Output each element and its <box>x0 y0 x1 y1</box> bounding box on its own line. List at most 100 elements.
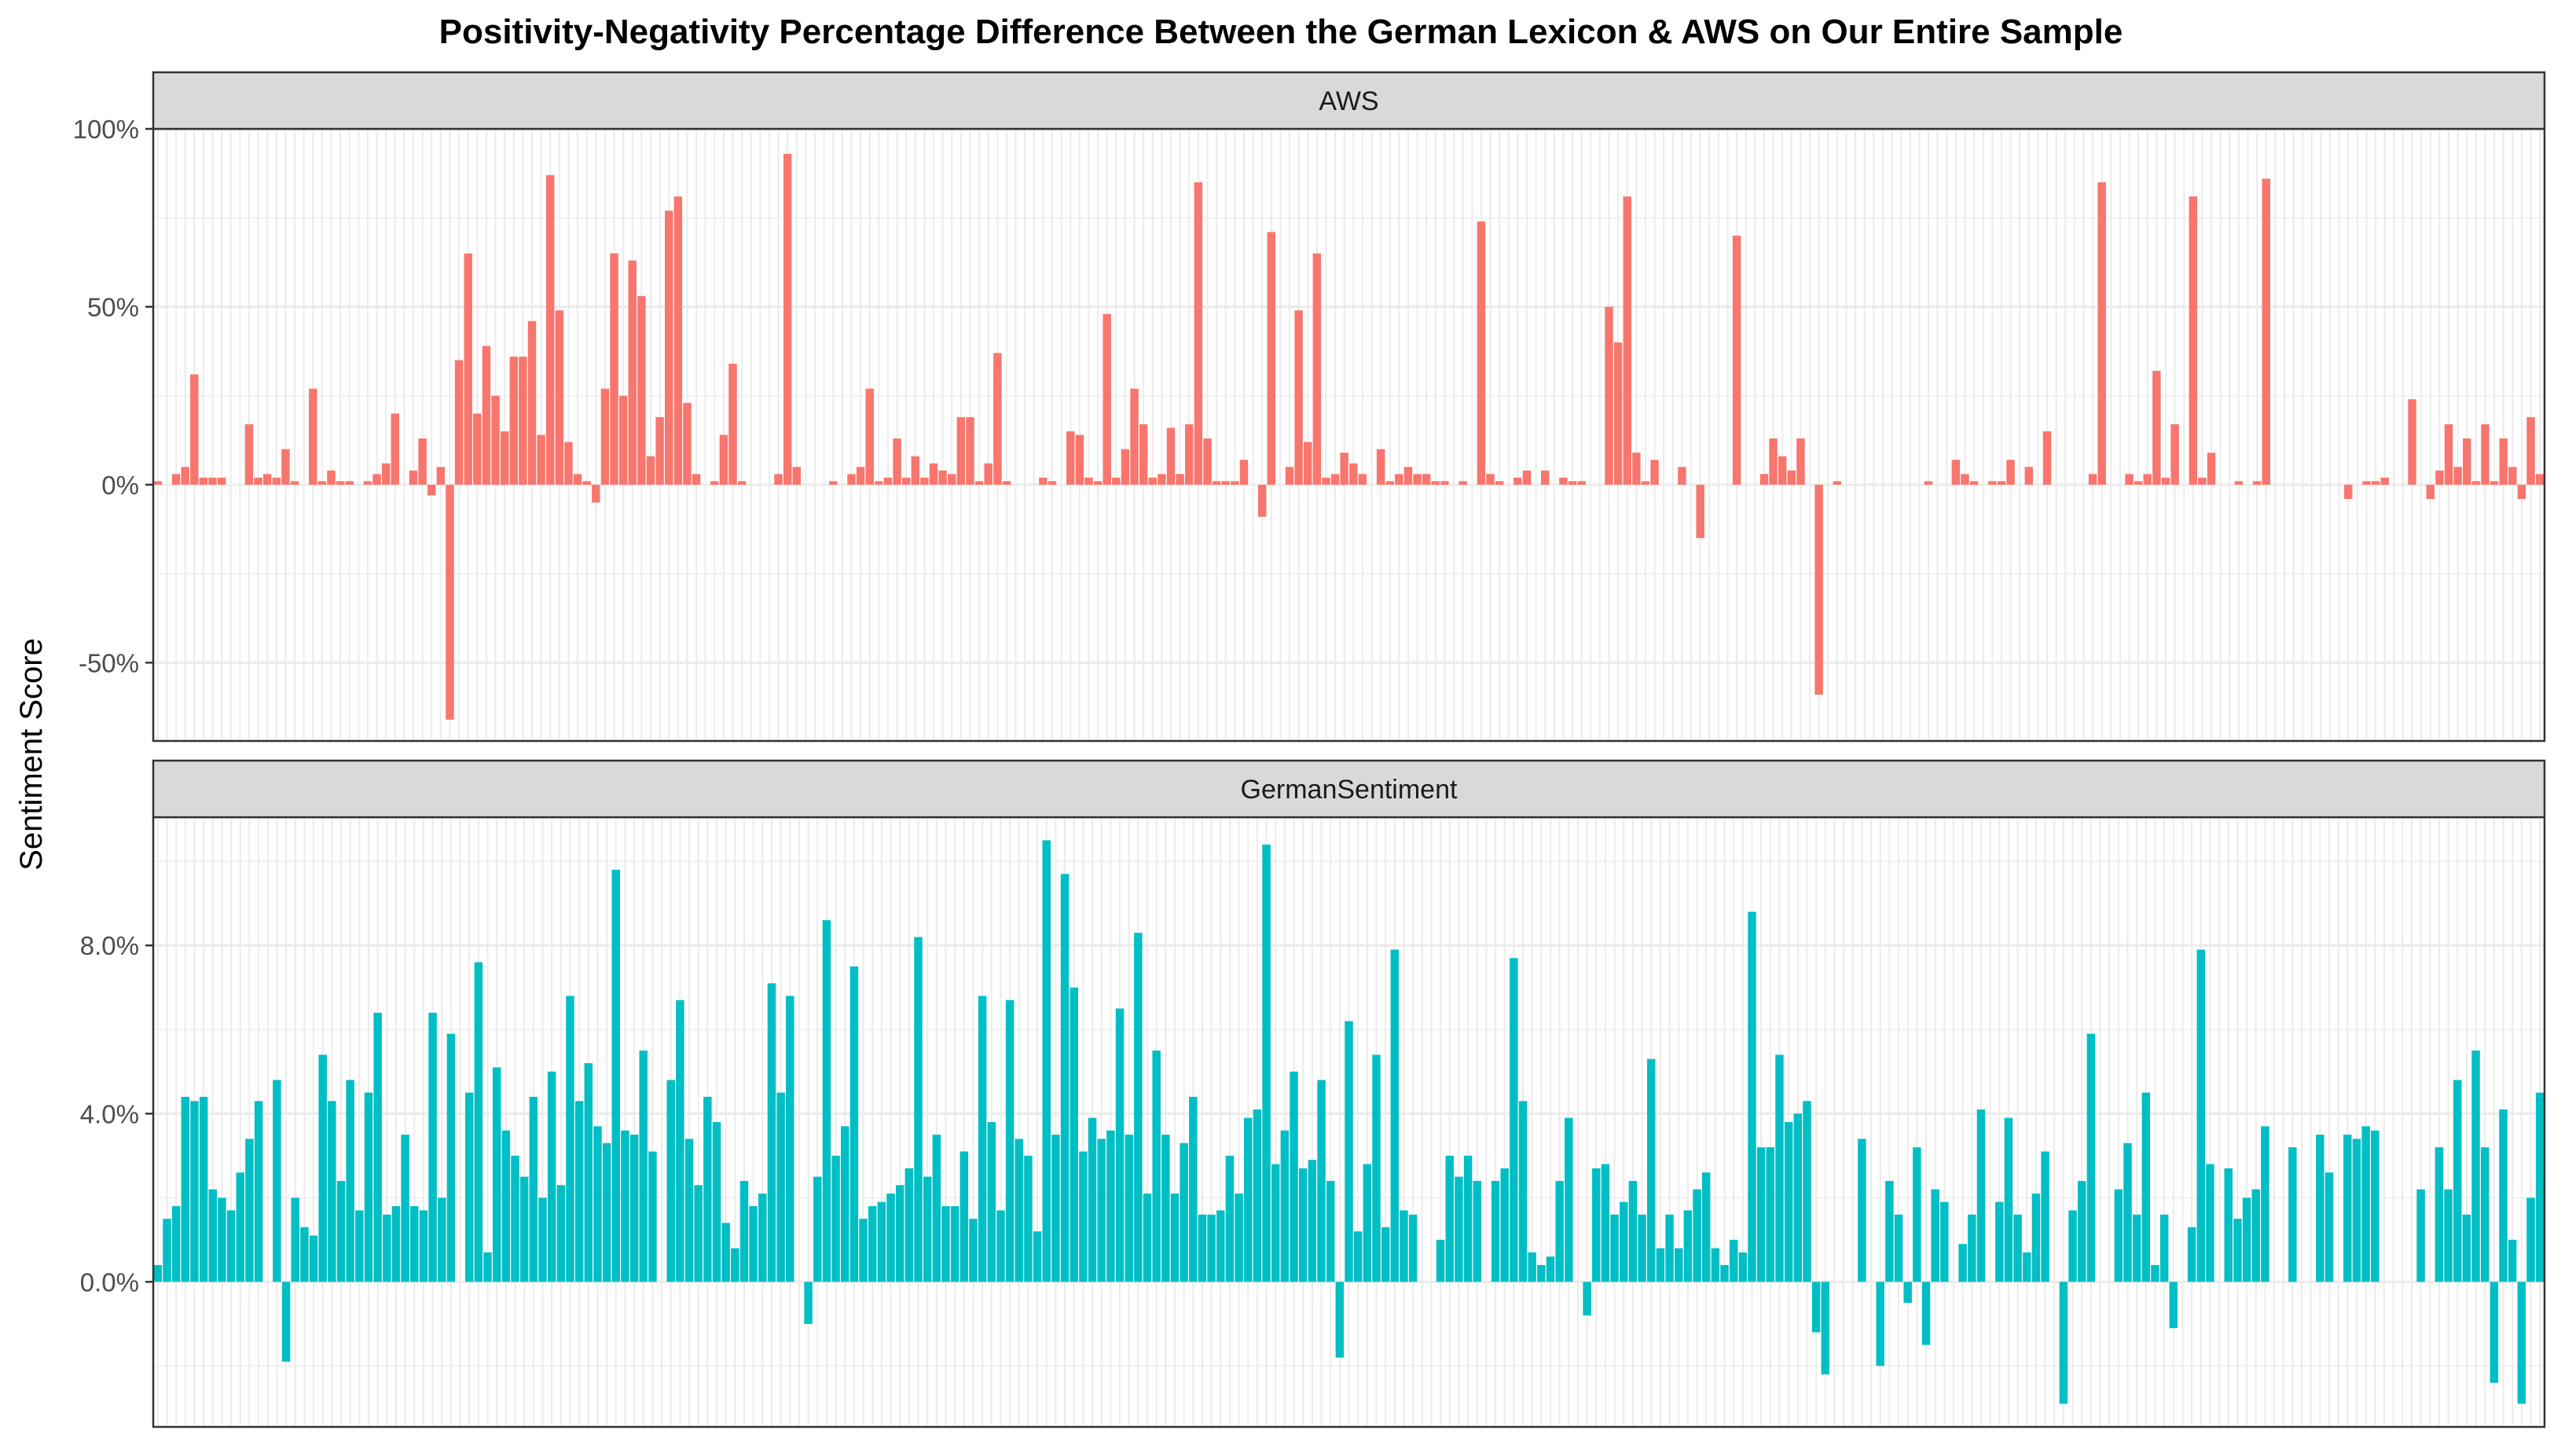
bar <box>290 481 299 485</box>
bar <box>993 353 1002 485</box>
bar <box>1793 1113 1803 1282</box>
bar <box>841 1126 849 1282</box>
bar <box>950 1206 959 1282</box>
bar <box>1161 1135 1170 1282</box>
bar <box>1221 481 1230 485</box>
bar <box>1194 182 1203 485</box>
bar <box>546 174 555 485</box>
bar <box>2444 424 2453 485</box>
bar <box>190 374 199 485</box>
bar <box>244 424 254 485</box>
bar <box>2324 1172 2334 1282</box>
bar <box>1995 1201 2004 1282</box>
bar <box>1340 453 1348 485</box>
bar <box>2242 1197 2251 1282</box>
bar <box>831 1155 840 1282</box>
bar <box>1403 467 1413 485</box>
bar <box>2444 1189 2453 1282</box>
bar <box>1121 449 1130 485</box>
bar <box>683 402 692 485</box>
bar <box>1522 470 1532 485</box>
bar <box>1903 1282 1912 1304</box>
bar <box>473 413 482 485</box>
bar <box>1431 481 1440 485</box>
bar <box>1958 1244 1967 1282</box>
bar <box>1176 474 1184 485</box>
bar <box>1568 481 1577 485</box>
bar <box>401 1135 409 1282</box>
bar <box>1555 1180 1564 1282</box>
bar <box>1317 1080 1326 1282</box>
bar <box>1002 481 1011 485</box>
bar <box>2132 1214 2141 1282</box>
bar <box>438 1197 446 1282</box>
bar <box>1592 1168 1601 1282</box>
bar <box>582 481 591 485</box>
bar <box>2159 1214 2169 1282</box>
bar <box>245 1139 254 1282</box>
bar <box>1024 1155 1033 1282</box>
bar <box>2371 1130 2379 1282</box>
panel-germansentiment: 8.0% 4.0% 0.0% GermanSentiment <box>80 759 2546 1428</box>
bar <box>1951 460 1961 485</box>
bar <box>564 442 573 485</box>
bar <box>676 999 684 1282</box>
bar <box>2198 477 2207 485</box>
bar <box>2526 1197 2535 1282</box>
bar <box>1143 1193 1152 1282</box>
facet-strip <box>152 71 2546 130</box>
bar <box>1537 1264 1546 1282</box>
bar <box>273 1080 281 1282</box>
bar <box>966 416 974 485</box>
bar <box>1518 1101 1528 1282</box>
bar <box>1458 481 1467 485</box>
bar <box>692 474 701 485</box>
bar <box>2151 1264 2159 1282</box>
bar <box>2343 1135 2352 1282</box>
bar <box>2526 416 2535 485</box>
bar <box>171 1206 181 1282</box>
bar <box>1358 474 1367 485</box>
bar <box>547 1071 556 1282</box>
bar <box>941 1206 950 1282</box>
bar <box>2189 196 2198 485</box>
bar <box>327 470 336 485</box>
bar <box>1349 463 1358 485</box>
bar <box>2453 1080 2462 1282</box>
bar <box>199 1096 208 1282</box>
bar <box>181 467 189 485</box>
bar <box>1125 1135 1133 1282</box>
bar <box>2499 1109 2508 1282</box>
bar <box>1084 477 1093 485</box>
bar <box>1610 1214 1619 1282</box>
bar <box>474 962 483 1282</box>
bar <box>1620 1201 1628 1282</box>
bar <box>2435 470 2444 485</box>
bar <box>1787 470 1796 485</box>
bar <box>1632 453 1641 485</box>
bar <box>1693 1189 1701 1282</box>
bar <box>2380 477 2389 485</box>
bar <box>318 1054 327 1282</box>
bar <box>1075 435 1084 485</box>
bar <box>254 1101 263 1282</box>
bar <box>767 983 776 1282</box>
bar <box>281 1282 291 1362</box>
bar <box>2481 424 2489 485</box>
bar <box>436 467 446 485</box>
bar <box>956 416 966 485</box>
bar <box>1650 460 1659 485</box>
bar <box>1413 474 1422 485</box>
bar <box>464 1092 474 1282</box>
bar <box>2077 1180 2086 1282</box>
bar <box>328 1101 336 1282</box>
bar <box>2517 1282 2526 1404</box>
bar <box>2408 399 2416 485</box>
bar <box>483 1252 492 1282</box>
bar <box>673 196 683 485</box>
bar <box>372 474 381 485</box>
bar <box>584 1063 593 1282</box>
bar <box>300 1227 309 1282</box>
bar <box>383 1214 391 1282</box>
bar <box>1628 1180 1638 1282</box>
